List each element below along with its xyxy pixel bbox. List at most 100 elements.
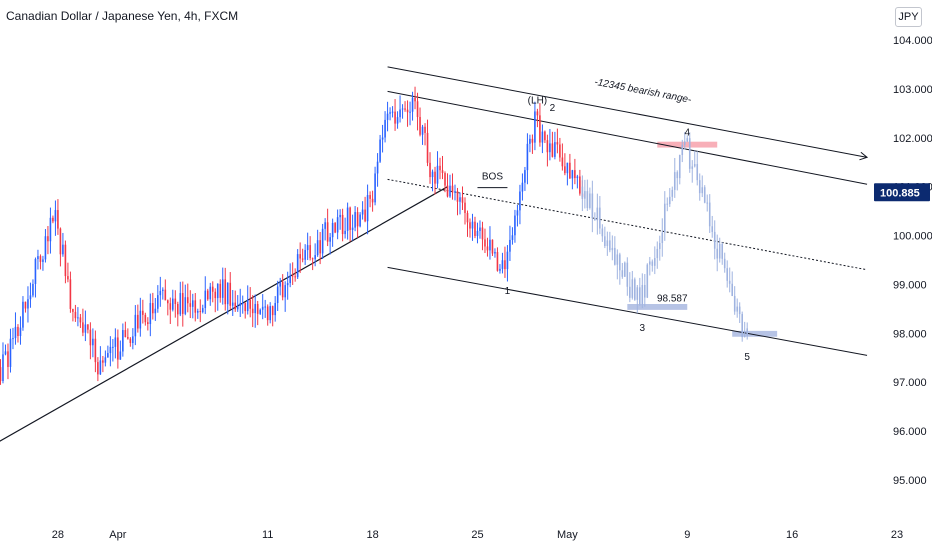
candle [196, 310, 199, 313]
candle [329, 237, 331, 242]
candle [122, 330, 124, 352]
price-tick-label: 98.000 [893, 328, 927, 340]
candle [34, 259, 37, 284]
candle [169, 303, 172, 310]
projection-candle [686, 138, 689, 142]
candle [27, 299, 29, 309]
candle [326, 222, 329, 242]
candle [331, 222, 334, 238]
candle [494, 252, 496, 254]
candle [64, 244, 67, 277]
projection-candle [616, 254, 619, 265]
time-tick-label: 28 [52, 529, 64, 541]
projection-candle [718, 243, 721, 259]
price-tick-label: 102.000 [893, 133, 932, 145]
candle [456, 191, 459, 202]
candle [219, 283, 222, 298]
candle [541, 131, 544, 143]
candle [574, 170, 576, 179]
candle [389, 112, 391, 114]
candle [454, 191, 456, 193]
candle [379, 139, 381, 162]
candle [37, 256, 39, 260]
candle [349, 207, 351, 230]
candle [296, 254, 299, 278]
candle [191, 300, 194, 307]
candle [404, 108, 406, 110]
annotation-label: 1 [505, 286, 511, 297]
candle [114, 337, 117, 347]
candle [229, 282, 232, 306]
projection-candle [708, 202, 711, 227]
candle [544, 131, 546, 141]
candle [42, 259, 44, 262]
price-tick-label: 96.000 [893, 426, 927, 438]
candle [459, 197, 461, 202]
candle [211, 286, 214, 292]
candle [334, 222, 336, 233]
candle [77, 317, 79, 319]
candle [109, 346, 112, 354]
projection-candle [624, 262, 626, 277]
candle [406, 109, 409, 113]
candle [17, 326, 19, 336]
projection-candle [631, 279, 634, 298]
zones-layer [627, 141, 778, 337]
candle [47, 236, 49, 242]
time-axis[interactable]: 28 Apr 11 18 25 May 9 16 23 [52, 529, 903, 541]
candle [569, 162, 571, 179]
projection-candle [626, 262, 629, 287]
candle [97, 362, 99, 375]
candle [384, 119, 386, 138]
candle [112, 346, 114, 348]
candle [481, 227, 484, 240]
candle [206, 290, 209, 300]
candle [394, 111, 396, 124]
candle [401, 108, 404, 110]
candle [269, 306, 271, 321]
channel-upper [387, 90, 868, 185]
projection-candle [726, 268, 729, 281]
projection-candle [604, 236, 606, 246]
candle [89, 329, 92, 346]
candle [549, 143, 551, 153]
projection-candle [648, 261, 651, 265]
candle [361, 209, 364, 215]
candle [117, 337, 119, 360]
candle [359, 214, 361, 227]
candle [199, 310, 202, 313]
currency-button[interactable]: JPY [895, 7, 922, 27]
candle [341, 214, 344, 235]
projection-candle [599, 207, 601, 229]
projection-candle [678, 155, 681, 179]
candle [154, 308, 157, 314]
projection-candle [741, 314, 743, 338]
candle [369, 195, 371, 199]
projection-candle [721, 243, 724, 259]
price-axis[interactable]: 104.000103.000102.000101.000100.00099.00… [874, 35, 932, 487]
candle [554, 142, 556, 157]
candle [221, 279, 224, 298]
price-tick-label: 95.000 [893, 475, 927, 487]
candle [374, 173, 376, 203]
candle [79, 317, 82, 323]
candle [409, 111, 411, 113]
candle [54, 210, 57, 222]
candle [336, 217, 339, 233]
candle [239, 303, 242, 306]
projection-candle [746, 328, 748, 336]
candle [386, 113, 389, 120]
candle [144, 314, 147, 323]
candle [164, 289, 167, 301]
time-tick-label: Apr [109, 529, 126, 541]
candle [14, 326, 17, 339]
projection-candle [586, 191, 589, 208]
annotation-label: 98.587 [657, 294, 688, 305]
candle [529, 138, 531, 144]
candle [12, 338, 14, 340]
candle [284, 285, 286, 298]
candle [29, 295, 32, 300]
candle [301, 258, 304, 260]
candle [231, 302, 234, 306]
